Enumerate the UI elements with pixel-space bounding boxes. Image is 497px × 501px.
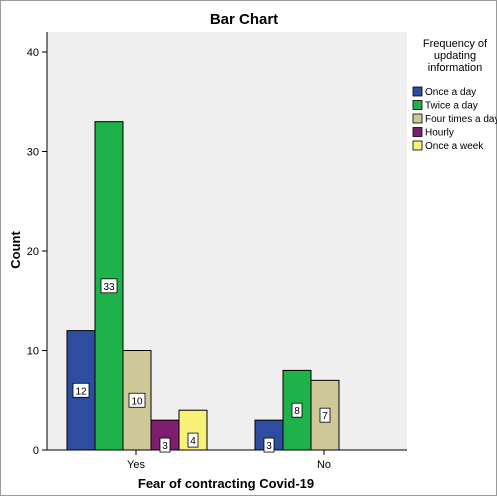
data-label: 3 [266,441,272,452]
y-tick-label: 0 [33,445,39,457]
data-label: 3 [162,441,168,452]
legend-title-line: Frequency of [423,38,488,50]
data-label-box [187,432,199,448]
data-label-box [291,402,303,418]
legend-swatch [412,86,423,97]
legend-label: Once a week [425,141,484,152]
legend-swatch [412,100,423,110]
data-label-box [128,392,146,408]
y-tick-label: 30 [27,147,39,159]
x-axis-label: Fear of contracting Covid-19 [138,476,314,491]
x-tick-label: Yes [127,459,145,471]
bar-yes-once-a-week [178,409,208,451]
data-label: 7 [322,411,328,422]
legend-title-line: information [428,62,482,74]
data-label: 33 [103,282,115,293]
data-label: 12 [75,386,87,397]
y-tick-label: 20 [27,246,39,258]
legend-label: Twice a day [425,101,478,112]
data-label: 8 [294,406,300,417]
y-axis-label: Count [8,231,23,269]
y-tick-label: 10 [27,346,39,358]
data-label-box [72,382,90,398]
chart-title: Bar Chart [210,11,278,28]
data-label-box [100,278,118,294]
data-label: 4 [190,436,196,447]
bars: 12 33 10 3 4 3 8 7 [66,121,340,453]
legend-swatch [412,127,423,137]
data-label-box [263,437,275,453]
data-label-box [319,407,331,423]
legend-swatch [412,113,423,124]
y-tick-label: 40 [27,47,39,59]
legend-swatch [412,140,423,151]
legend-label: Four times a day [425,114,497,125]
x-tick-label: No [317,459,331,471]
data-label: 10 [131,396,143,407]
legend-label: Hourly [425,128,454,139]
legend-title-line: updating [434,50,476,62]
legend-label: Once a day [425,87,476,98]
data-label-box [159,437,171,453]
